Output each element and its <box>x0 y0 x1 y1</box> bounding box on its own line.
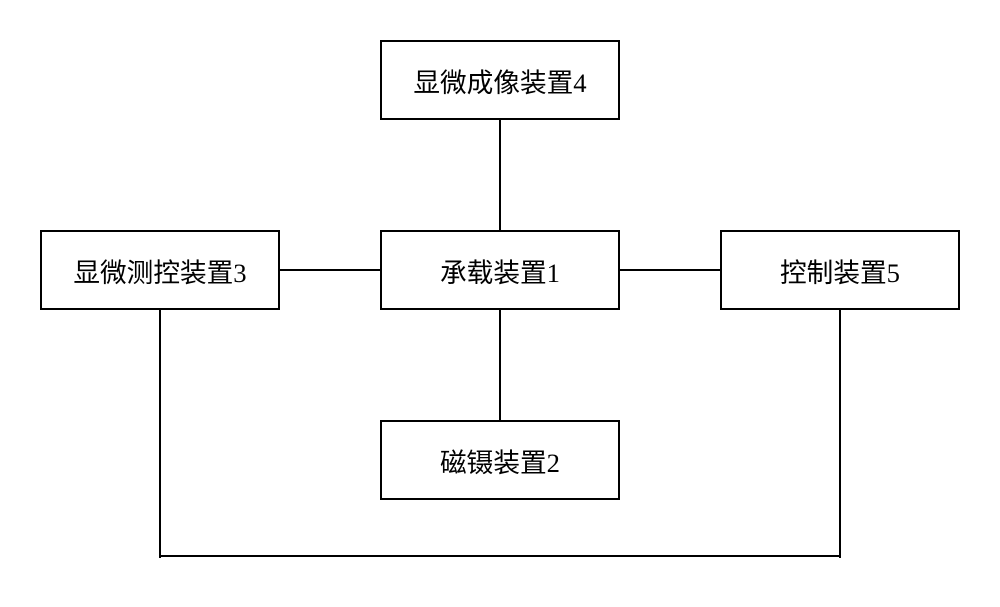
edge-bottom-across <box>160 555 840 557</box>
edge-left-down <box>159 310 161 558</box>
node-center-label: 承载装置1 <box>440 251 560 290</box>
node-top: 显微成像装置4 <box>380 40 620 120</box>
node-center: 承载装置1 <box>380 230 620 310</box>
node-left: 显微测控装置3 <box>40 230 280 310</box>
node-top-label: 显微成像装置4 <box>413 61 586 100</box>
diagram-canvas: 显微成像装置4 显微测控装置3 承载装置1 控制装置5 磁镊装置2 <box>0 0 1000 607</box>
edge-center-right <box>620 269 720 271</box>
node-bottom-label: 磁镊装置2 <box>440 441 560 480</box>
edge-center-bottom <box>499 310 501 420</box>
node-bottom: 磁镊装置2 <box>380 420 620 500</box>
node-right: 控制装置5 <box>720 230 960 310</box>
node-right-label: 控制装置5 <box>780 251 900 290</box>
node-left-label: 显微测控装置3 <box>73 251 246 290</box>
edge-top-center <box>499 120 501 230</box>
edge-left-center <box>280 269 380 271</box>
edge-right-down <box>839 310 841 558</box>
